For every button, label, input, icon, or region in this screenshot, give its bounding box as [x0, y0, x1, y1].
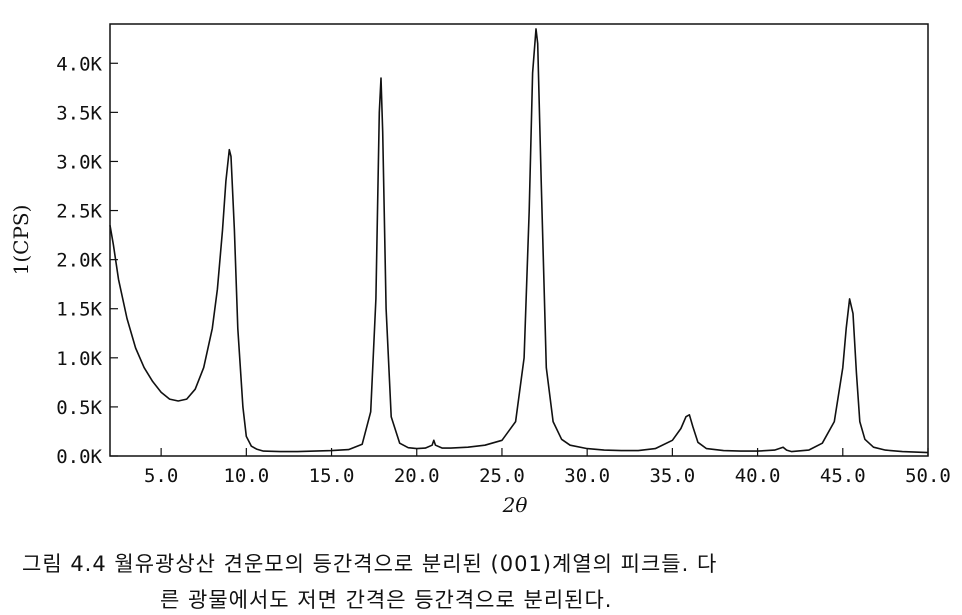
x-tick-label: 10.0: [223, 465, 269, 487]
y-tick-label: 2.0K: [56, 250, 102, 272]
figure-caption-line-2: 른 광물에서도 저면 간격은 등간격으로 분리된다.: [160, 588, 613, 612]
y-axis-label: 1(CPS): [9, 205, 33, 276]
y-tick-label: 2.5K: [56, 201, 102, 223]
y-tick-label: 4.0K: [56, 53, 102, 75]
y-tick-label: 0.0K: [56, 446, 102, 468]
x-axis-label: 2θ: [502, 493, 528, 517]
x-axis-ticks: 5.0 10.0 15.0 20.0 25.0 30.0 35.0 40.0 45.0 50.0: [144, 448, 951, 487]
xrd-chart: 5.0 10.0 15.0 20.0 25.0 30.0 35.0 40.0 45.0 50.0 …: [9, 23, 951, 517]
y-tick-label: 0.5K: [56, 397, 102, 419]
x-tick-label: 25.0: [479, 465, 525, 487]
x-tick-label: 35.0: [649, 465, 695, 487]
y-tick-label: 1.0K: [56, 348, 102, 370]
x-tick-label: 15.0: [309, 465, 355, 487]
y-tick-label: 1.5K: [56, 299, 102, 321]
figure-caption-line-1: 그림 4.4 월유광상산 견운모의 등간격으로 분리된 (001)계열의 피크들…: [22, 552, 718, 576]
x-tick-label: 20.0: [394, 465, 440, 487]
plot-frame: [109, 23, 929, 457]
x-tick-label: 5.0: [144, 465, 178, 487]
y-tick-label: 3.0K: [56, 151, 102, 173]
x-tick-label: 40.0: [735, 465, 781, 487]
diffraction-pattern-line: [109, 28, 929, 454]
x-tick-label: 30.0: [564, 465, 610, 487]
x-tick-label: 50.0: [905, 465, 951, 487]
y-tick-label: 3.5K: [56, 102, 102, 124]
x-tick-label: 45.0: [820, 465, 866, 487]
y-axis-ticks: 0.0K 0.5K 1.0K 1.5K 2.0K 2.5K 3.0K 3.5K 4.0K: [56, 53, 118, 468]
